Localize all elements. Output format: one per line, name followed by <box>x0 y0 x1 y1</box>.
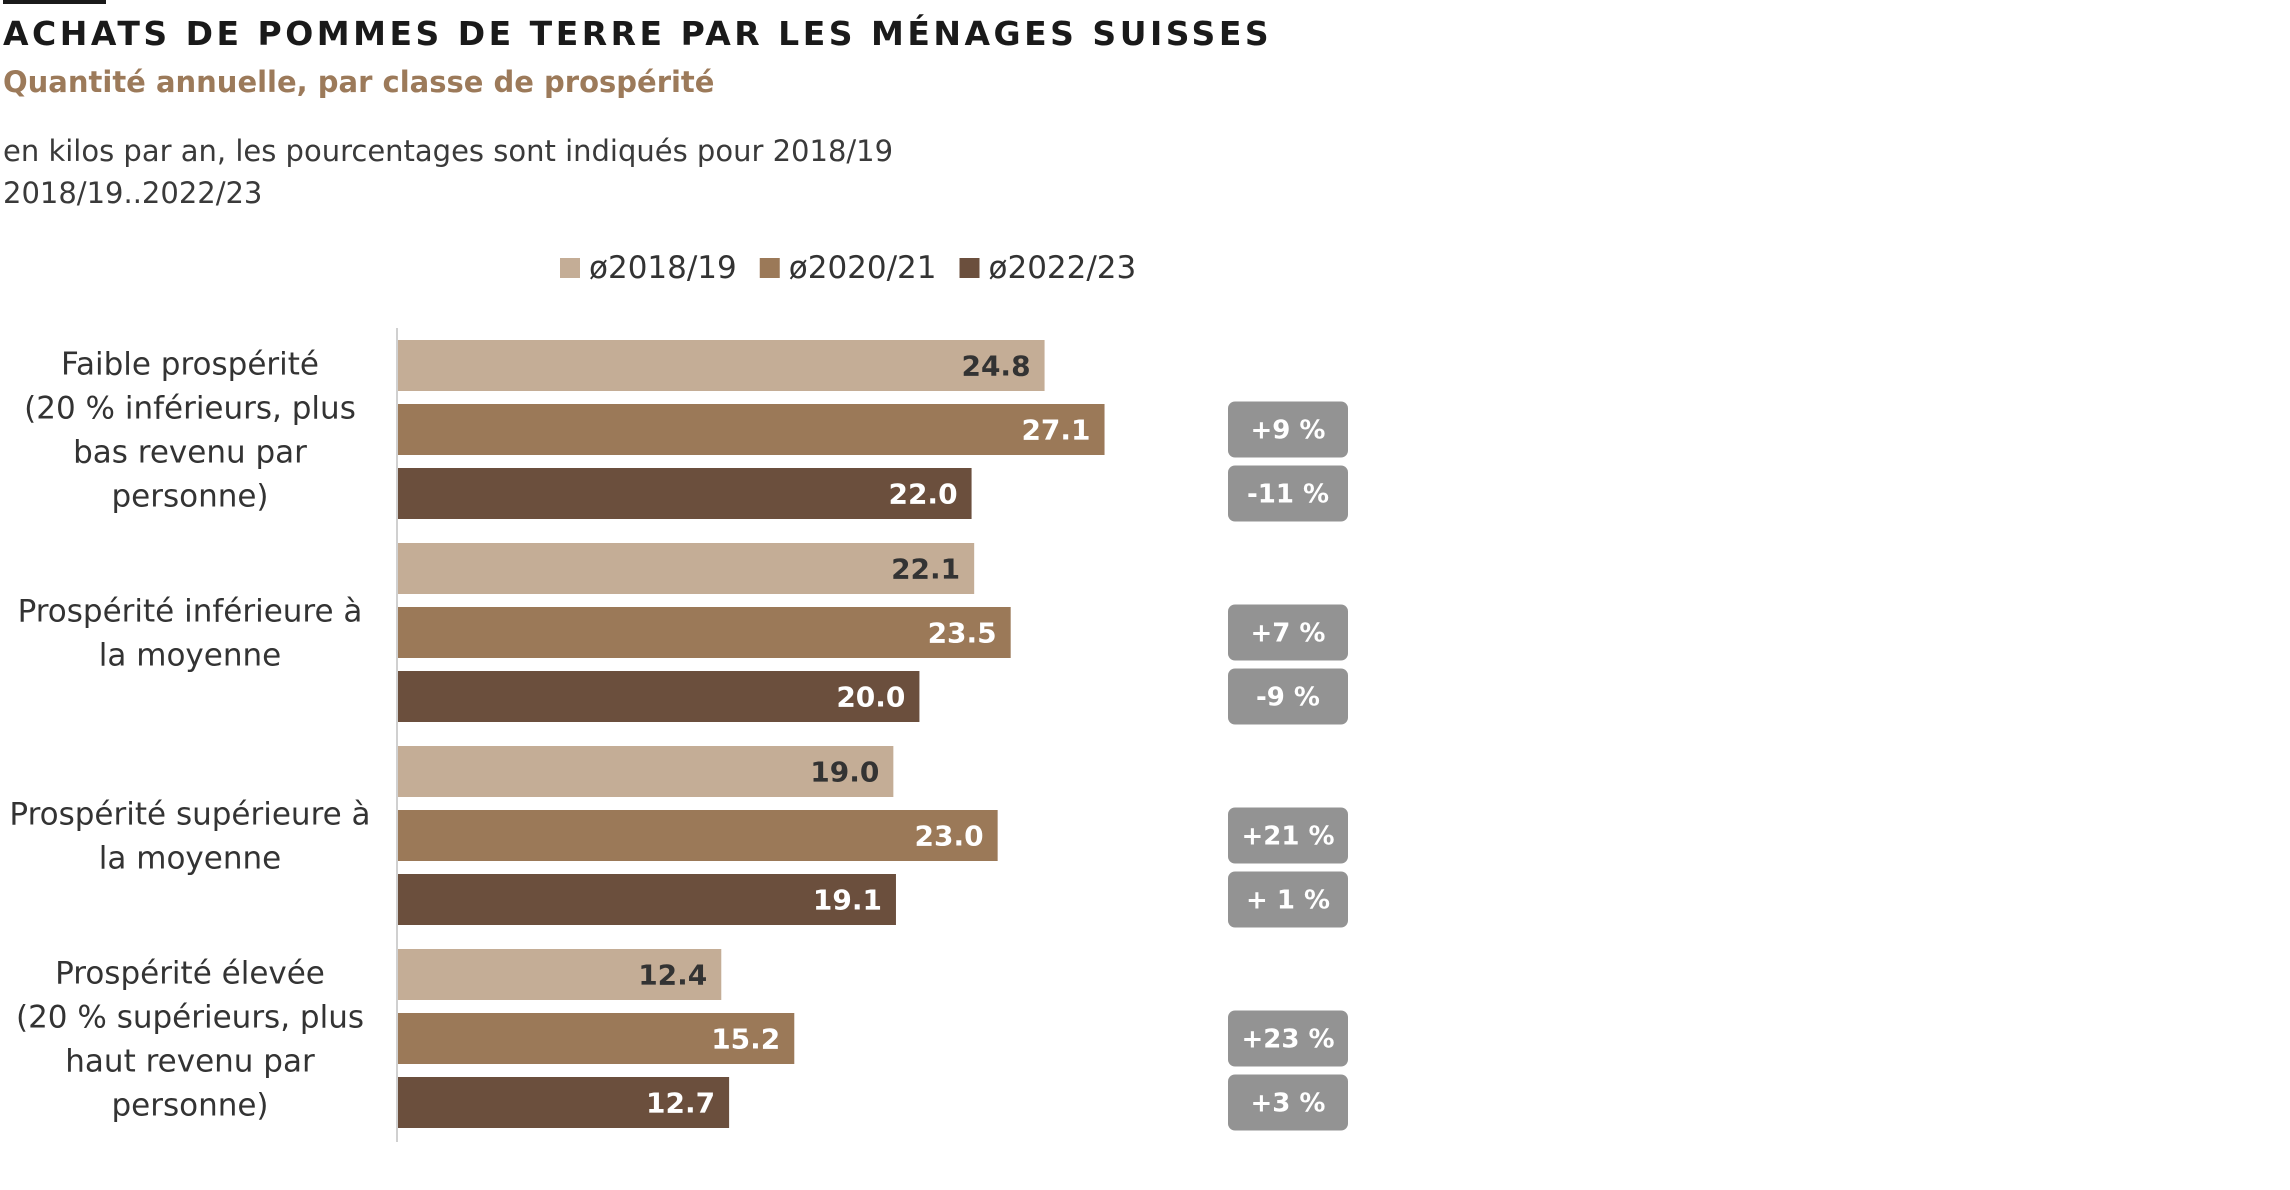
change-label-3-3: + 1 % <box>1246 886 1330 916</box>
category-label-4-line-3: haut revenu par <box>65 1044 315 1080</box>
data-label-1-1: 24.8 <box>961 350 1030 383</box>
bar-3-2 <box>398 810 998 861</box>
change-badge-2-3 <box>1228 668 1348 725</box>
change-badge-1-3 <box>1228 465 1348 522</box>
change-badge-3-2 <box>1228 807 1348 864</box>
category-label-1-line-3: bas revenu par <box>73 435 307 471</box>
data-label-1-2: 27.1 <box>1021 414 1090 447</box>
legend-swatch-1 <box>560 258 580 278</box>
legend-label-3: ø2022/23 <box>989 250 1137 286</box>
legend-swatch-2 <box>759 258 780 278</box>
change-badge-2-2 <box>1228 604 1348 661</box>
data-label-2-2: 23.5 <box>928 617 997 650</box>
category-label-4-line-2: (20 % supérieurs, plus <box>16 1000 364 1036</box>
legend-label-2: ø2020/21 <box>789 250 937 286</box>
unit-note: en kilos par an, les pourcentages sont i… <box>3 134 894 168</box>
change-label-1-3: -11 % <box>1247 480 1329 510</box>
category-label-2-line-1: Prospérité inférieure à <box>18 594 363 630</box>
category-label-4-line-4: personne) <box>111 1088 268 1124</box>
category-label-2-line-2: la moyenne <box>99 638 281 674</box>
category-label-1-line-2: (20 % inférieurs, plus <box>24 391 356 427</box>
bar-3-3 <box>398 874 896 925</box>
bar-4-1 <box>398 949 722 1000</box>
data-label-1-3: 22.0 <box>888 478 957 511</box>
bar-2-3 <box>398 671 920 722</box>
data-label-3-1: 19.0 <box>810 756 879 789</box>
change-label-4-2: +23 % <box>1241 1025 1334 1055</box>
data-label-4-1: 12.4 <box>638 959 707 992</box>
change-label-2-3: -9 % <box>1256 683 1320 713</box>
bar-4-2 <box>398 1013 795 1064</box>
bar-4-3 <box>398 1077 730 1128</box>
chart-subtitle: Quantité annuelle, par classe de prospér… <box>3 65 715 99</box>
change-label-1-2: +9 % <box>1251 416 1326 446</box>
category-label-1-line-4: personne) <box>111 479 268 515</box>
data-label-2-1: 22.1 <box>891 553 960 586</box>
change-badge-4-2 <box>1228 1010 1348 1067</box>
period-note: 2018/19..2022/23 <box>3 176 263 210</box>
change-badge-1-2 <box>1228 401 1348 458</box>
category-label-4-line-1: Prospérité élevée <box>55 956 325 992</box>
bar-2-1 <box>398 543 975 594</box>
category-label-3-line-1: Prospérité supérieure à <box>9 797 370 833</box>
category-label-1-line-1: Faible prospérité <box>61 347 319 383</box>
chart-title: ACHATS DE POMMES DE TERRE PAR LES MÉNAGE… <box>3 14 1273 53</box>
legend-label-1: ø2018/19 <box>589 250 737 286</box>
data-label-4-2: 15.2 <box>711 1023 780 1056</box>
bar-1-1 <box>398 340 1045 391</box>
change-label-2-2: +7 % <box>1251 619 1326 649</box>
bar-1-3 <box>398 468 972 519</box>
change-badge-4-3 <box>1228 1074 1348 1131</box>
data-label-3-2: 23.0 <box>915 820 984 853</box>
data-label-2-3: 20.0 <box>836 681 905 714</box>
change-badge-3-3 <box>1228 871 1348 928</box>
change-label-4-3: +3 % <box>1251 1089 1326 1119</box>
legend-swatch-3 <box>959 258 980 278</box>
bar-chart: ø2018/19 ø2020/21 ø2022/23 Faible prospérit… <box>9 250 1348 1142</box>
bar-1-2 <box>398 404 1105 455</box>
title-rule <box>3 0 106 4</box>
bar-2-2 <box>398 607 1011 658</box>
data-label-3-3: 19.1 <box>813 884 882 917</box>
data-label-4-3: 12.7 <box>646 1087 715 1120</box>
category-label-3-line-2: la moyenne <box>99 841 281 877</box>
change-label-3-2: +21 % <box>1241 822 1334 852</box>
bar-3-1 <box>398 746 894 797</box>
